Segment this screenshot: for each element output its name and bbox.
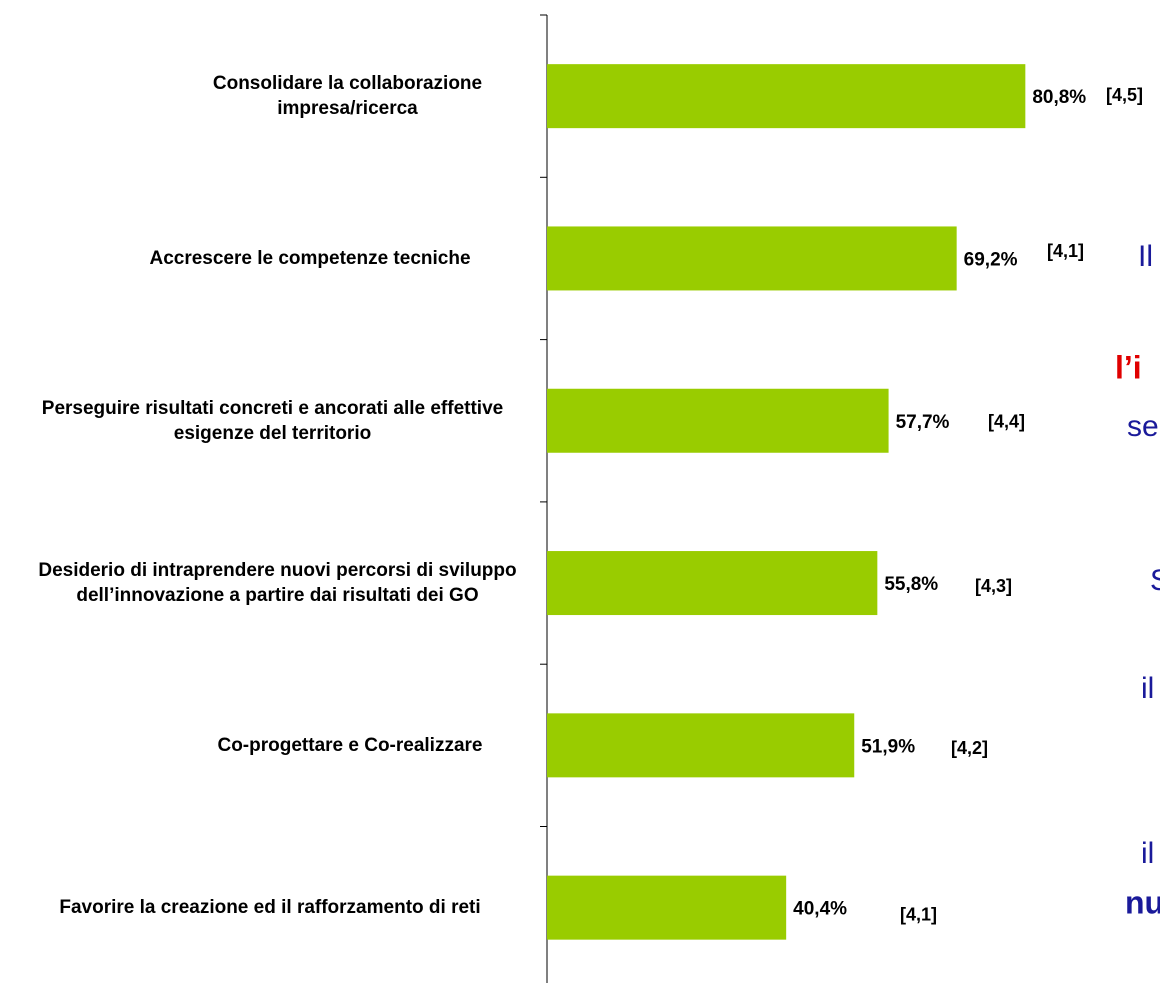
score-label: [4,2]: [951, 738, 988, 758]
score-label: [4,3]: [975, 576, 1012, 596]
value-label: 69,2%: [964, 249, 1018, 270]
bar: [547, 64, 1026, 129]
value-label: 80,8%: [1032, 87, 1086, 108]
annotation: S: [1150, 564, 1160, 597]
annotation: nu: [1125, 884, 1160, 920]
score-label: [4,5]: [1106, 85, 1143, 105]
category-label: Consolidare la collaborazione impresa/ri…: [212, 73, 483, 120]
score-label: [4,4]: [988, 412, 1025, 432]
category-label: Co-progettare e Co-realizzare: [217, 734, 483, 756]
category-label: Desiderio di intraprendere nuovi percors…: [38, 560, 517, 607]
value-label: 51,9%: [861, 736, 915, 757]
annotation: il: [1141, 672, 1154, 705]
score-label: [4,1]: [900, 904, 937, 924]
category-label: Perseguire risultati concreti e ancorati…: [41, 397, 504, 444]
value-label: 57,7%: [896, 412, 950, 433]
bar: [547, 226, 957, 291]
bar: [547, 388, 889, 453]
annotation: l’i: [1115, 349, 1142, 385]
category-label: Favorire la creazione ed il rafforzament…: [59, 897, 481, 919]
category-label: Accrescere le competenze tecniche: [149, 247, 471, 269]
bar: [547, 551, 878, 616]
value-label: 55,8%: [884, 574, 938, 595]
bar: [547, 875, 787, 940]
annotation: il: [1141, 837, 1154, 870]
value-label: 40,4%: [793, 899, 847, 920]
annotation: Il: [1138, 240, 1153, 273]
bar: [547, 713, 855, 778]
annotation: se: [1127, 410, 1159, 443]
score-label: [4,1]: [1047, 241, 1084, 261]
